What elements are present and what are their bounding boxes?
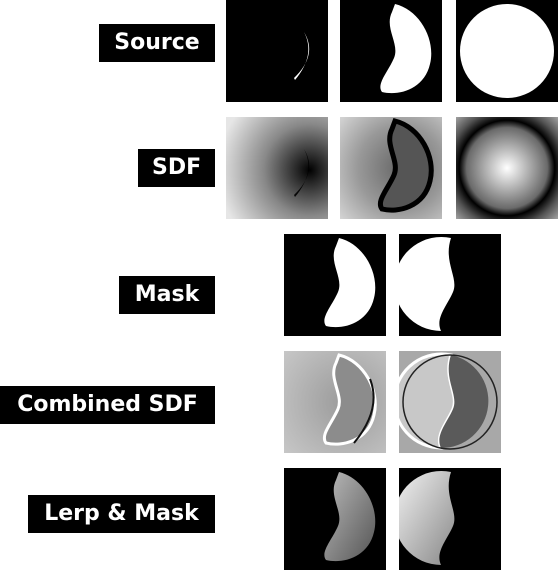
mask-crescent-image (284, 234, 386, 336)
source-circle-image (456, 0, 558, 102)
row-label-mask: Mask (119, 276, 215, 314)
sdf-thin-crescent-image (226, 117, 328, 219)
combined-sdf-crescent-image (284, 351, 386, 453)
row-label-source: Source (99, 24, 215, 62)
source-thin-crescent-image (226, 0, 328, 102)
combined-sdf-circle-image (399, 351, 501, 453)
lerp-mask-crescent-image (284, 468, 386, 570)
row-label-lerp-mask: Lerp & Mask (28, 495, 215, 533)
lerp-mask-circle-image (399, 468, 501, 570)
mask-circle-minus-crescent-image (399, 234, 501, 336)
row-label-sdf: SDF (138, 149, 215, 187)
sdf-crescent-image (340, 117, 442, 219)
sdf-circle-image (456, 117, 558, 219)
source-crescent-image (340, 0, 442, 102)
row-label-combined-sdf: Combined SDF (0, 386, 215, 424)
